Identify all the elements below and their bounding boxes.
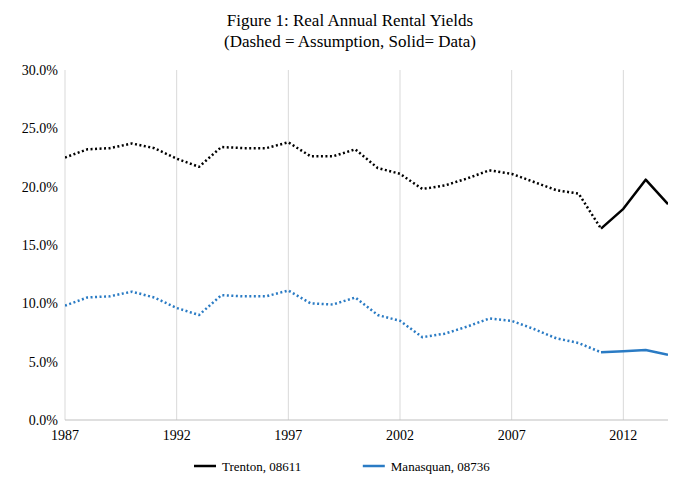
y-tick-label: 5.0% — [29, 355, 59, 370]
series-line — [65, 142, 601, 228]
chart: Figure 1: Real Annual Rental Yields (Dash… — [0, 0, 700, 490]
x-tick-label: 2012 — [609, 428, 637, 443]
grid-line — [288, 70, 289, 420]
title: Figure 1: Real Annual Rental Yields — [227, 11, 473, 30]
legend-swatch — [363, 465, 385, 468]
series-line — [65, 291, 601, 353]
y-tick-label: 20.0% — [22, 180, 59, 195]
series-line — [601, 350, 668, 355]
y-tick-label: 10.0% — [22, 296, 59, 311]
grid-line — [511, 70, 512, 420]
grid-line — [623, 70, 624, 420]
y-tick-label: 0.0% — [29, 413, 59, 428]
grid — [65, 70, 623, 420]
y-tick-label: 25.0% — [22, 121, 59, 136]
x-tick-label: 1992 — [163, 428, 191, 443]
legend-swatch — [194, 465, 216, 468]
plot-area — [65, 142, 668, 354]
chart-container: Figure 1: Real Annual Rental Yields (Dash… — [0, 0, 700, 490]
grid-line — [176, 70, 177, 420]
y-tick-label: 30.0% — [22, 63, 59, 78]
grid-line — [65, 70, 66, 420]
subtitle: (Dashed = Assumption, Solid= Data) — [224, 32, 476, 51]
grid-line — [400, 70, 401, 420]
legend: Trenton, 08611 Manasquan, 08736 — [194, 459, 490, 474]
x-tick-label: 1997 — [274, 428, 302, 443]
x-tick-label: 2002 — [386, 428, 414, 443]
series-line — [601, 180, 668, 229]
y-tick-label: 15.0% — [22, 238, 59, 253]
x-tick-label: 2007 — [498, 428, 526, 443]
legend-label: Trenton, 08611 — [222, 459, 301, 474]
x-tick-label: 1987 — [51, 428, 79, 443]
x-axis — [65, 420, 668, 421]
legend-label: Manasquan, 08736 — [391, 459, 490, 474]
